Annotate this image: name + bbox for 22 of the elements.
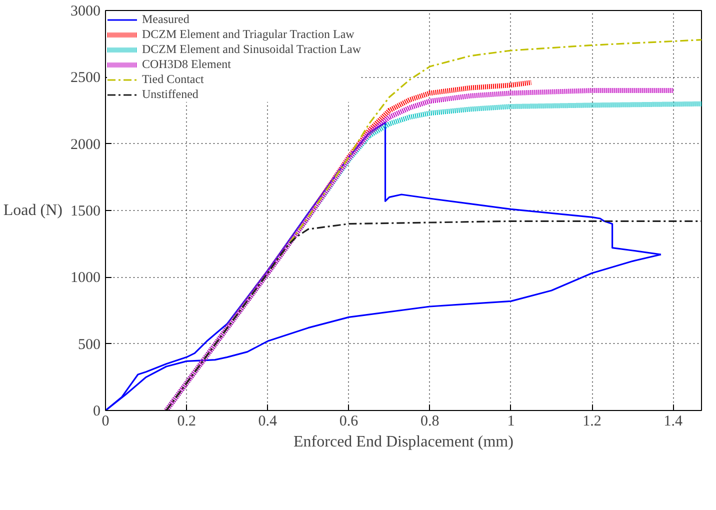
- legend-label: DCZM Element and Triagular Traction Law: [142, 27, 354, 42]
- x-tick-label: 0.6: [339, 414, 359, 430]
- legend-label: COH3D8 Element: [142, 57, 231, 72]
- x-tick-label: 1.2: [582, 414, 602, 430]
- legend-label: Tied Contact: [142, 72, 204, 87]
- x-tick-label: 0.4: [258, 414, 278, 430]
- y-tick-label: 500: [78, 336, 100, 353]
- y-tick-label: 1000: [70, 270, 100, 286]
- y-axis-title: Load (N): [3, 202, 63, 219]
- x-tick-label: 1.4: [664, 414, 683, 430]
- y-tick-label: 2000: [70, 136, 100, 153]
- legend-label: Measured: [142, 12, 190, 27]
- y-tick-label: 0: [93, 404, 100, 420]
- y-tick-label: 3000: [70, 4, 100, 20]
- x-tick-label: 0.8: [420, 414, 440, 430]
- y-tick-label: 2500: [70, 70, 100, 86]
- x-axis-title: Enforced End Displacement (mm): [294, 434, 514, 450]
- legend-label: Unstiffened: [142, 87, 198, 102]
- legend-label: DCZM Element and Sinusoidal Traction Law: [142, 42, 361, 57]
- y-tick-label: 1500: [70, 204, 100, 220]
- x-tick-label: 0.2: [177, 414, 196, 430]
- x-tick-label: 1: [507, 414, 515, 430]
